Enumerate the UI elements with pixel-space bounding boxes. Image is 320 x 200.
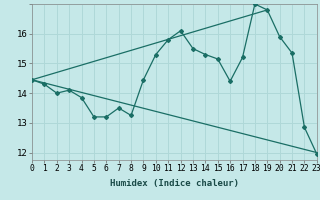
X-axis label: Humidex (Indice chaleur): Humidex (Indice chaleur) [110,179,239,188]
